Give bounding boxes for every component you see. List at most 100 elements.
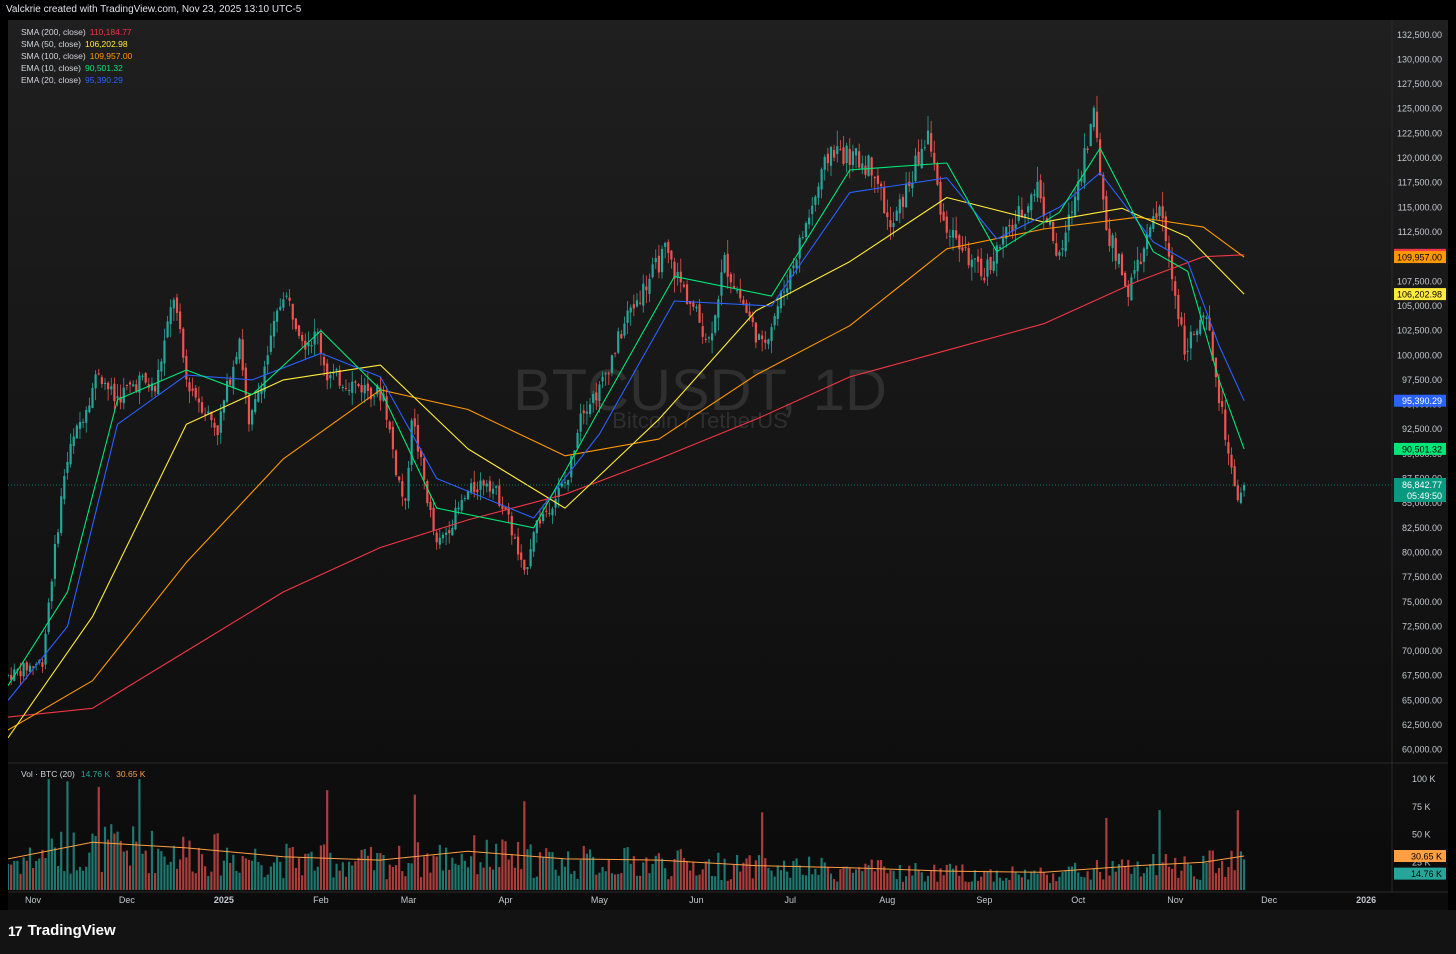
chart-svg[interactable]: BTCUSDT, 1D Bitcoin / TetherUS 132,500.0… (8, 20, 1448, 910)
candle-body (560, 483, 563, 487)
candle-body (257, 392, 260, 402)
candle-body (648, 278, 651, 295)
candle-body (739, 288, 742, 299)
candle-body (529, 549, 532, 567)
candle-body (1167, 243, 1171, 257)
legend-volume[interactable]: Vol · BTC (20) 14.76 K 30.65 K (21, 769, 145, 779)
volume-bar (1102, 879, 1105, 890)
volume-tick-label: 100 K (1412, 774, 1436, 784)
candle-body (473, 481, 476, 493)
candle-body (976, 256, 980, 262)
volume-bar (163, 856, 166, 890)
candle-body (254, 399, 257, 413)
candle-body (338, 369, 341, 386)
countdown-text: 05:49:50 (1407, 491, 1442, 501)
candle-body (429, 501, 432, 510)
legend-label: SMA (100, close) (21, 51, 86, 61)
volume-bar (720, 879, 723, 890)
candle-body (326, 363, 329, 381)
candle-body (1242, 484, 1246, 491)
legend-value: 110,184.77 (89, 27, 132, 37)
candle-body (107, 382, 110, 390)
volume-bar (1139, 876, 1142, 890)
candle-body (1117, 253, 1120, 265)
candle-body (814, 196, 817, 205)
volume-bar (726, 880, 729, 890)
volume-bar (47, 779, 50, 890)
volume-bar (867, 865, 870, 890)
candle-body (1048, 221, 1052, 225)
candle-body (495, 486, 498, 488)
volume-bar (1227, 867, 1230, 890)
price-tick-label: 122,500.00 (1397, 128, 1442, 138)
volume-bar (1236, 810, 1239, 890)
volume-bar (995, 870, 998, 890)
volume-bar (1242, 859, 1246, 890)
candle-body (119, 396, 122, 403)
candle-body (1221, 401, 1224, 408)
candle-body (279, 306, 282, 310)
candle-body (1067, 214, 1070, 231)
candle-body (85, 409, 88, 423)
legend-ema-20[interactable]: EMA (20, close) 95,390.29 (21, 75, 123, 85)
volume-bar (128, 865, 132, 890)
candle-body (554, 498, 557, 508)
candle-body (632, 304, 635, 309)
volume-bar (895, 879, 898, 890)
time-axis-label: Apr (499, 895, 513, 905)
candle-body (795, 260, 798, 269)
candle-body (879, 183, 883, 187)
volume-bar (620, 873, 623, 890)
candle-body (601, 376, 604, 382)
candle-body (179, 311, 182, 330)
volume-bar (520, 869, 523, 890)
volume-bar (670, 876, 673, 890)
candle-body (66, 461, 69, 473)
candle-body (613, 352, 617, 354)
candle-body (635, 300, 639, 307)
candle-body (188, 382, 191, 392)
volume-bar (250, 860, 254, 890)
volume-bar (1070, 866, 1074, 890)
candle-body (1095, 111, 1099, 138)
candle-body (1177, 294, 1180, 319)
volume-bar (482, 867, 485, 890)
candle-body (782, 291, 786, 293)
price-tick-label: 117,500.00 (1398, 178, 1442, 188)
candle-body (175, 297, 179, 313)
candle-body (933, 152, 936, 163)
price-badge-text: 106,202.98 (1397, 290, 1442, 300)
volume-bar (369, 846, 373, 890)
volume-bar (344, 876, 348, 890)
volume-bar (704, 861, 707, 890)
candle-body (757, 334, 761, 340)
volume-bar (842, 866, 845, 890)
volume-bar (964, 881, 967, 890)
candle-body (798, 237, 801, 259)
candle-body (438, 537, 441, 545)
candle-body (526, 567, 529, 570)
volume-bar (147, 873, 150, 890)
candle-body (72, 436, 75, 447)
chart-pane[interactable]: BTCUSDT, 1D Bitcoin / TetherUS 132,500.0… (8, 20, 1448, 910)
candle-body (1064, 232, 1067, 252)
candle-body (310, 345, 313, 347)
legend-ema-10[interactable]: EMA (10, close) 90,501.32 (21, 63, 123, 73)
tradingview-logo[interactable]: 17 TradingView (8, 922, 116, 939)
volume-bar (498, 866, 501, 890)
legend-sma-50[interactable]: SMA (50, close) 106,202.98 (21, 39, 128, 49)
candle-body (244, 367, 247, 395)
candle-body (1008, 224, 1011, 227)
volume-bar (354, 861, 357, 890)
candle-body (1058, 252, 1061, 256)
price-tick-label: 82,500.00 (1402, 523, 1442, 533)
legend-sma-200[interactable]: SMA (200, close) 110,184.77 (21, 27, 132, 37)
volume-bar (91, 833, 94, 890)
volume-bar (1108, 875, 1111, 890)
legend-sma-100[interactable]: SMA (100, close) 109,957.00 (21, 51, 132, 61)
candle-body (542, 513, 545, 522)
volume-bar (576, 878, 579, 890)
volume-bar (523, 801, 526, 890)
volume-bar (116, 831, 119, 890)
volume-bar (326, 790, 329, 890)
